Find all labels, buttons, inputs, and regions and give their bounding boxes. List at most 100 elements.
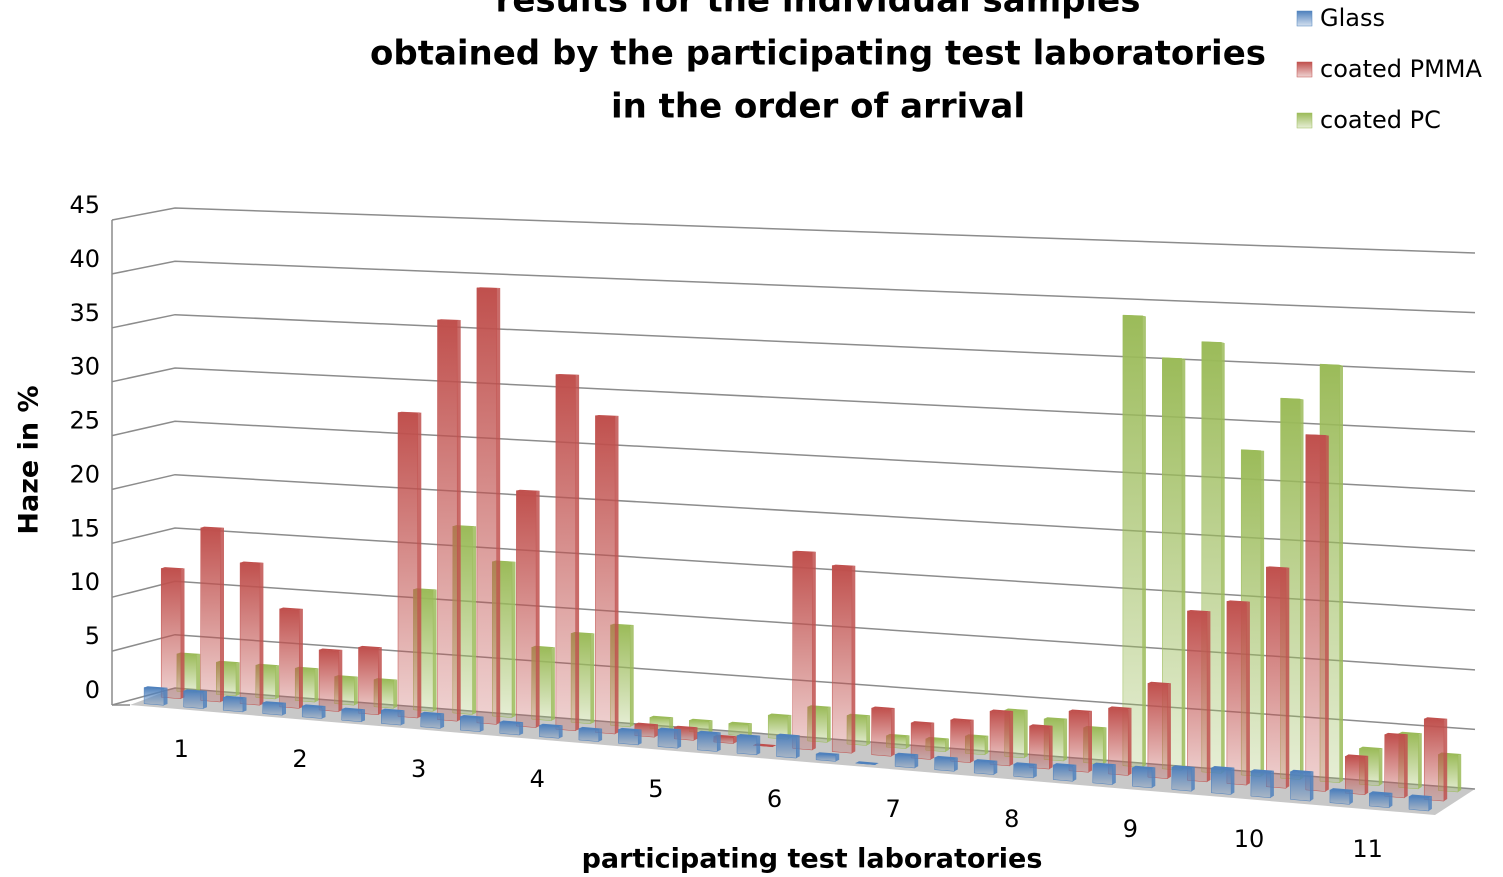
bar-side [282, 702, 286, 716]
bar-front [728, 723, 749, 737]
x-tick-label: 11 [1352, 835, 1383, 863]
bar [776, 733, 800, 759]
y-tick-label: 45 [69, 191, 100, 219]
bar-side [1428, 796, 1432, 811]
bar-top [1211, 766, 1235, 770]
bar [910, 721, 935, 760]
bar-side [354, 676, 358, 706]
bar-side [1128, 707, 1132, 776]
bar [831, 564, 856, 754]
bar-side [733, 736, 737, 744]
bar-side [559, 725, 563, 739]
bar-side [259, 562, 264, 706]
bar-top [476, 287, 501, 289]
bar-side [180, 568, 185, 699]
bar-front [894, 754, 916, 769]
bar-front [934, 757, 955, 772]
bar [767, 713, 792, 740]
bar-side [615, 415, 619, 734]
chart-title: in the order of arrival [611, 87, 1025, 127]
bar-front [831, 565, 853, 754]
bar-front [397, 412, 418, 719]
bar-front [1029, 725, 1050, 770]
bar-side [709, 720, 713, 734]
bar-side [1270, 770, 1274, 798]
bar [397, 411, 422, 719]
bar-top [1329, 788, 1353, 792]
bar-front [657, 728, 678, 749]
bar-top [1201, 341, 1225, 344]
bar-front [989, 710, 1011, 767]
bar-front [318, 649, 340, 712]
bar-top [1108, 706, 1132, 710]
y-tick-label: 10 [69, 568, 100, 596]
bar-front [1329, 789, 1350, 805]
bar-side [914, 754, 919, 768]
bar [871, 706, 895, 757]
bar-side [906, 735, 910, 749]
bar-side [669, 717, 674, 730]
bar-side [756, 735, 761, 755]
bar-side [851, 565, 856, 754]
bar-front [1290, 771, 1311, 802]
bar-top [223, 695, 247, 699]
bar-top [1029, 724, 1053, 728]
bar-side [1418, 733, 1422, 789]
bar-top [1320, 364, 1343, 366]
bar-top [1290, 769, 1314, 774]
bar-front [1408, 796, 1429, 812]
bar-side [993, 760, 998, 775]
bar-front [618, 729, 639, 746]
bar-top [658, 727, 682, 731]
bar-top [578, 726, 603, 731]
bar-side [1142, 315, 1146, 768]
bar-top [934, 755, 958, 760]
bar-side [598, 728, 603, 742]
bar-top [499, 720, 524, 724]
bar-top [990, 709, 1014, 713]
bar-side [1009, 711, 1014, 766]
bar-top [1424, 717, 1448, 721]
bar-side [378, 647, 382, 715]
bar-front [1423, 718, 1445, 802]
bar-front [1250, 770, 1271, 799]
bar-front [1092, 764, 1113, 785]
bar-top [1359, 746, 1383, 750]
bar [516, 489, 540, 728]
bar-side [654, 724, 658, 738]
bar-top [855, 761, 879, 765]
bar-side [1182, 358, 1186, 771]
y-tick-label: 25 [69, 407, 100, 435]
legend-swatch [1296, 10, 1313, 27]
bar-top [768, 713, 792, 717]
bar-side [1191, 766, 1195, 792]
bar [1211, 766, 1235, 795]
bar-top [1241, 449, 1265, 451]
bar-front [499, 721, 520, 736]
bar-side [891, 708, 895, 757]
bar-top [1384, 732, 1408, 736]
bar-side [1033, 763, 1037, 778]
bar-side [322, 706, 326, 719]
bar-side [519, 722, 524, 735]
x-tick-label: 5 [648, 775, 663, 803]
bar-side [1389, 792, 1393, 808]
bar-side [275, 665, 279, 699]
bar [736, 734, 761, 756]
bar-top [358, 645, 382, 649]
bar-side [575, 374, 580, 731]
bar-top [1226, 600, 1250, 603]
bar-side [1300, 399, 1304, 780]
bar-side [590, 633, 595, 724]
bar-side [812, 551, 816, 750]
bar-front [1305, 434, 1326, 792]
bar-front [437, 319, 458, 722]
x-tick-label: 6 [767, 785, 782, 813]
bar-side [1286, 567, 1290, 789]
bar-side [203, 690, 207, 709]
grid-line [111, 420, 1476, 492]
bar-top [697, 730, 721, 734]
bar-front [183, 690, 204, 709]
bar-side [536, 490, 540, 728]
bar-side [457, 320, 461, 722]
